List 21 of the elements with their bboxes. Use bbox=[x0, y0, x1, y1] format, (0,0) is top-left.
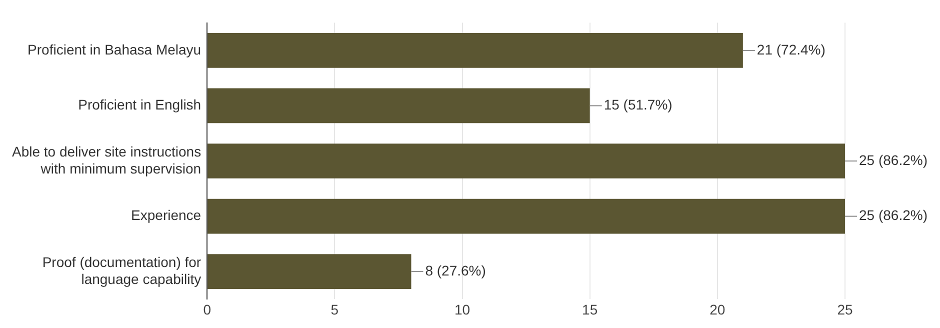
data-label: 25 (86.2%) bbox=[859, 152, 928, 168]
x-tick-label: 20 bbox=[710, 301, 726, 318]
x-tick-label: 25 bbox=[837, 301, 853, 318]
y-tick-label: Able to deliver site instructions with minimum supervision bbox=[12, 143, 202, 176]
bar bbox=[208, 254, 412, 289]
x-tick-label: 15 bbox=[582, 301, 598, 318]
data-label: 15 (51.7%) bbox=[604, 96, 672, 113]
x-tick-label: 5 bbox=[330, 301, 339, 318]
bar bbox=[208, 144, 845, 178]
data-label: 8 (27.6%) bbox=[425, 262, 486, 278]
x-tick-label: 0 bbox=[203, 301, 212, 318]
y-tick-label: Experience bbox=[131, 207, 202, 224]
y-tick-label: Proficient in English bbox=[78, 96, 202, 113]
data-label: 25 (86.2%) bbox=[859, 207, 928, 224]
x-tick-label: 10 bbox=[454, 301, 470, 318]
y-tick-label: Proficient in Bahasa Melayu bbox=[28, 41, 202, 58]
bar bbox=[208, 33, 743, 68]
bar bbox=[208, 88, 590, 124]
y-tick-label: Proof (documentation) for language capability bbox=[42, 254, 202, 287]
bar bbox=[208, 198, 845, 234]
data-label: 21 (72.4%) bbox=[756, 41, 826, 58]
